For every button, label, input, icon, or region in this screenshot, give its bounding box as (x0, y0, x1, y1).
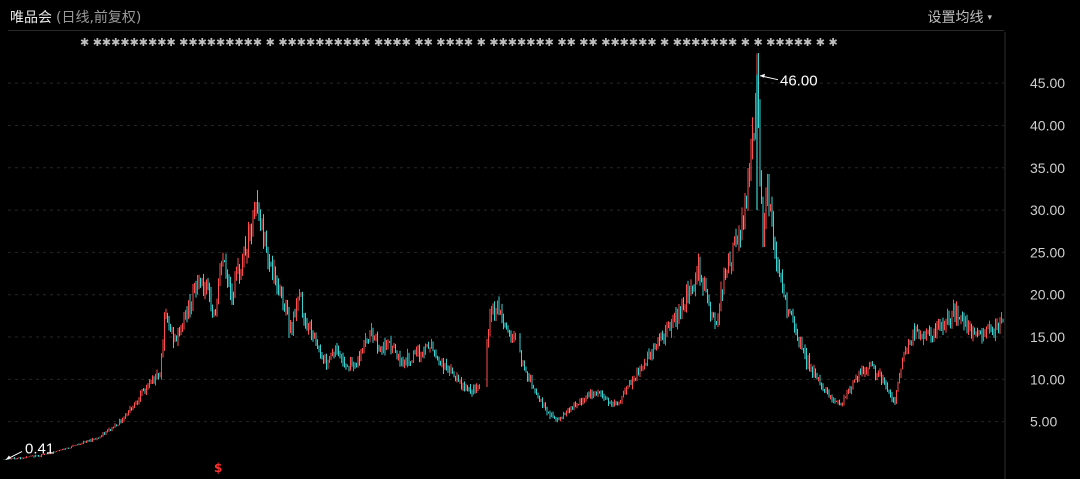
y-axis: 5.00 10.00 15.00 20.00 25.00 30.00 35.00 40.00 4… (1030, 75, 1065, 430)
stock-title: 唯品会 (日线,前复权) (10, 7, 141, 27)
event-marker[interactable]: $ (214, 461, 222, 475)
y-tick-label: 15.00 (1030, 329, 1065, 345)
y-tick-label: 45.00 (1030, 75, 1065, 91)
chevron-down-icon: ▾ (987, 13, 992, 23)
y-tick-label: 10.00 (1030, 371, 1065, 387)
y-tick-label: 5.00 (1030, 414, 1057, 430)
max-annotation-label: 46.00 (780, 73, 818, 90)
grid-lines (8, 82, 1004, 423)
stock-name: 唯品会 (10, 10, 52, 26)
chart-header: 唯品会 (日线,前复权) 设置均线 ▾ (0, 0, 1080, 32)
y-tick-label: 40.00 (1030, 117, 1065, 133)
annotations: 46.00 0.41 (5, 73, 818, 460)
min-annotation-arrowhead (6, 455, 11, 460)
y-tick-label: 35.00 (1030, 160, 1065, 176)
event-stars-row: ✱ ✱✱✱✱✱✱✱✱✱ ✱✱✱✱✱✱✱✱✱ ✱ ✱✱✱✱✱✱✱✱✱✱ ✱✱✱✱ … (80, 36, 838, 49)
y-tick-label: 30.00 (1030, 202, 1065, 218)
max-annotation-arrowhead (760, 73, 765, 78)
ma-setting-button[interactable]: 设置均线 ▾ (927, 7, 992, 27)
chart-mode-label: (日线,前复权) (56, 10, 142, 26)
min-annotation-label: 0.41 (25, 441, 54, 458)
candles (3, 52, 1004, 460)
header-divider (8, 30, 1004, 31)
y-tick-label: 20.00 (1030, 287, 1065, 303)
ma-setting-label: 设置均线 (927, 10, 984, 26)
y-tick-label: 25.00 (1030, 244, 1065, 260)
